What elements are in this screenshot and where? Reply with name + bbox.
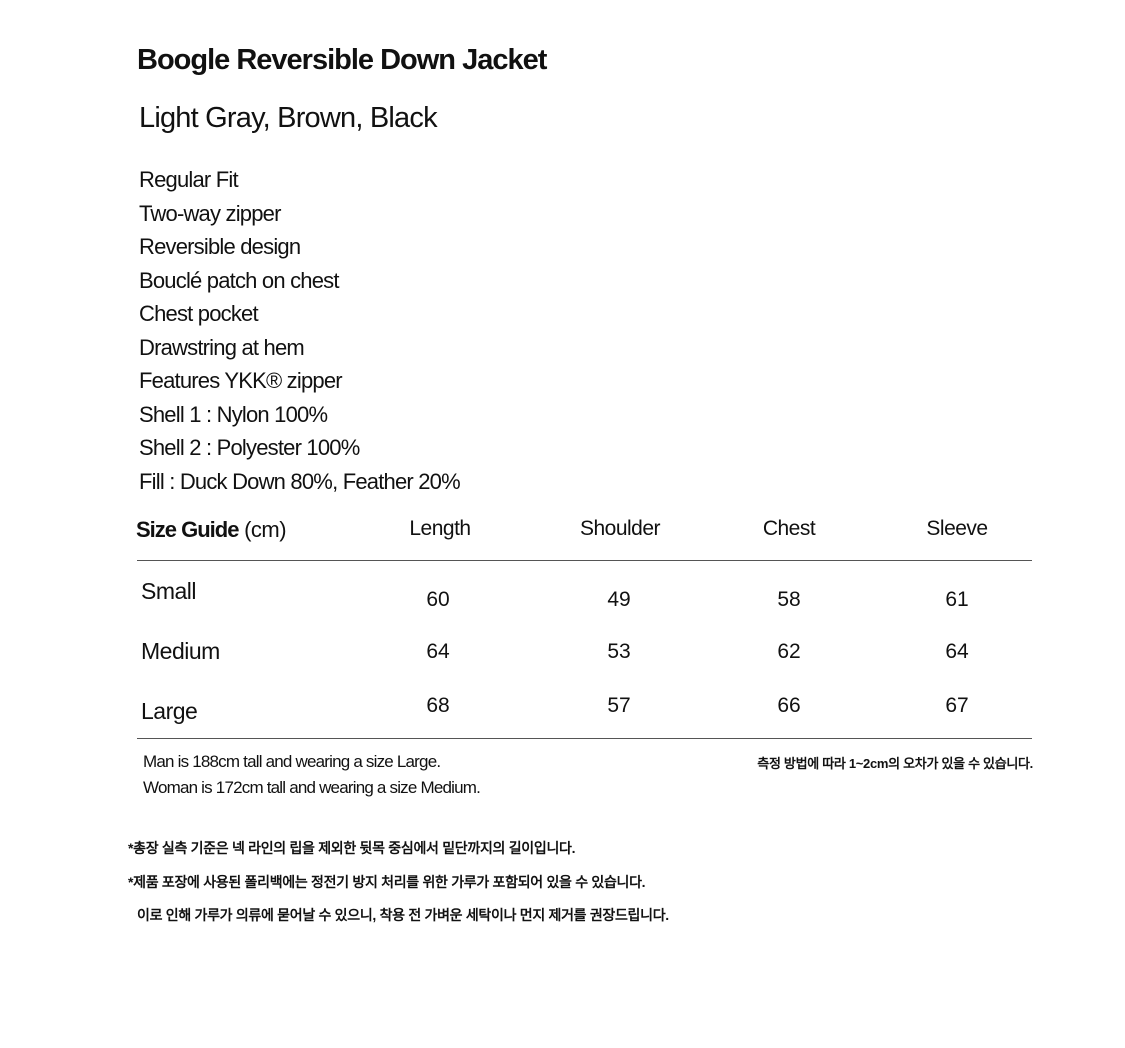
cell: 64 (426, 640, 450, 663)
size-guide-label: Size Guide (136, 517, 239, 542)
feature-item: Reversible design (139, 234, 301, 259)
size-guide-title: Size Guide (cm) (136, 517, 287, 543)
table-bottom-divider (137, 738, 1032, 739)
model-woman-note: Woman is 172cm tall and wearing a size M… (143, 778, 481, 797)
measure-note: 측정 방법에 따라 1~2cm의 오차가 있을 수 있습니다. (757, 756, 1033, 771)
footnote: *총장 실측 기준은 넥 라인의 립을 제외한 뒷목 중심에서 밑단까지의 길이… (128, 840, 576, 856)
cell: 57 (607, 694, 631, 717)
model-man-note: Man is 188cm tall and wearing a size Lar… (143, 752, 441, 771)
cell: 64 (945, 640, 969, 663)
cell: 61 (945, 588, 969, 611)
cell: 60 (426, 588, 450, 611)
cell: 67 (945, 694, 969, 717)
col-header-chest: Chest (762, 517, 816, 540)
col-header-length: Length (409, 517, 471, 540)
feature-item: Fill : Duck Down 80%, Feather 20% (139, 468, 461, 494)
size-guide-unit: (cm) (244, 517, 287, 542)
feature-item: Two-way zipper (139, 200, 281, 226)
feature-item: Drawstring at hem (139, 334, 305, 360)
feature-item: Bouclé patch on chest (139, 267, 339, 293)
size-label: Medium (141, 638, 220, 664)
cell: 62 (777, 640, 801, 663)
header-divider (137, 560, 1032, 561)
cell: 68 (426, 694, 450, 717)
feature-item: Chest pocket (139, 301, 259, 326)
footnote: 이로 인해 가루가 의류에 묻어날 수 있으니, 착용 전 가벼운 세탁이나 먼… (137, 907, 669, 923)
cell: 66 (777, 694, 801, 717)
feature-item: Regular Fit (139, 167, 239, 192)
feature-item: Shell 2 : Polyester 100% (139, 435, 360, 460)
cell: 49 (607, 588, 631, 611)
size-label: Small (141, 578, 197, 604)
cell: 58 (777, 588, 801, 611)
feature-item: Features YKK® zipper (139, 368, 343, 393)
product-title: Boogle Reversible Down Jacket (137, 44, 547, 76)
product-colors: Light Gray, Brown, Black (139, 102, 438, 134)
col-header-shoulder: Shoulder (579, 517, 661, 540)
footnote: *제품 포장에 사용된 폴리백에는 정전기 방지 처리를 위한 가루가 포함되어… (128, 874, 646, 890)
cell: 53 (607, 640, 631, 663)
size-label: Large (141, 698, 198, 724)
feature-list: Regular Fit Two-way zipper Reversible de… (139, 163, 461, 498)
feature-item: Shell 1 : Nylon 100% (139, 401, 328, 427)
col-header-sleeve: Sleeve (926, 517, 988, 540)
